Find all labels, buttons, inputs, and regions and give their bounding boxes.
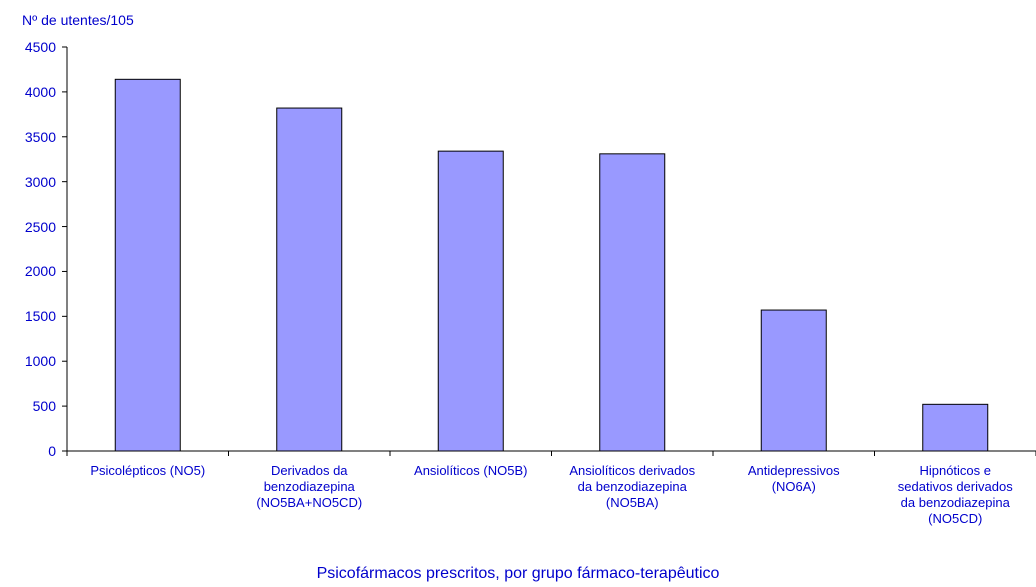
bar [276, 107, 343, 452]
x-axis-label: Psicofármacos prescritos, por grupo fárm… [316, 565, 720, 582]
x-category-label-line: benzodiazepina [263, 479, 355, 494]
x-category-label-line: (NO5CD) [928, 511, 983, 526]
x-category-label: Psicolépticos (NO5) [67, 463, 229, 479]
x-category-label-line: sedativos derivados [897, 479, 1013, 494]
y-axis-label: Nº de utentes/105 [22, 12, 134, 28]
y-tick-label: 2000 [24, 263, 56, 280]
y-tick-label: 4000 [24, 83, 56, 100]
x-category-label-line: (NO5BA) [605, 495, 659, 510]
x-category-label-line: Ansiolíticos derivados [569, 463, 696, 478]
y-tick-label: 2500 [24, 218, 56, 235]
x-category-label: Ansiolíticos derivados da benzodiazepina(… [552, 463, 714, 511]
x-category-label-line: da benzodiazepina [577, 479, 687, 494]
y-tick-label: 1000 [24, 353, 56, 370]
x-category-label-line: Psicolépticos (NO5) [90, 463, 206, 478]
x-category-label-line: (NO5BA+NO5CD) [256, 495, 363, 510]
y-tick-label: 500 [32, 398, 56, 415]
x-category-label: Derivados da benzodiazepina (NO5BA+NO5CD) [229, 463, 391, 511]
bar [114, 78, 181, 452]
x-category-label-line: Antidepressivos [747, 463, 840, 478]
bar [599, 153, 666, 452]
y-tick-label: 4500 [24, 39, 56, 55]
x-category-label: Hipnóticos e sedativos derivados da benzod… [875, 463, 1036, 527]
x-category-label-line: Hipnóticos e [919, 463, 992, 478]
x-category-label: Ansiolíticos (NO5B) [390, 463, 552, 479]
x-category-label-line: Ansiolíticos (NO5B) [414, 463, 528, 478]
bar [922, 403, 989, 452]
y-tick-label: 3500 [24, 128, 56, 145]
y-tick-label: 3000 [24, 173, 56, 190]
bar [760, 309, 827, 452]
x-category-label-line: Derivados da [270, 463, 348, 478]
y-tick-label: 1500 [24, 308, 56, 325]
x-category-label-line: (NO6A) [771, 479, 816, 494]
x-category-label: Antidepressivos (NO6A) [713, 463, 875, 495]
y-tick-label: 0 [48, 443, 56, 459]
x-category-label-line: da benzodiazepina [900, 495, 1010, 510]
bar [437, 150, 504, 452]
